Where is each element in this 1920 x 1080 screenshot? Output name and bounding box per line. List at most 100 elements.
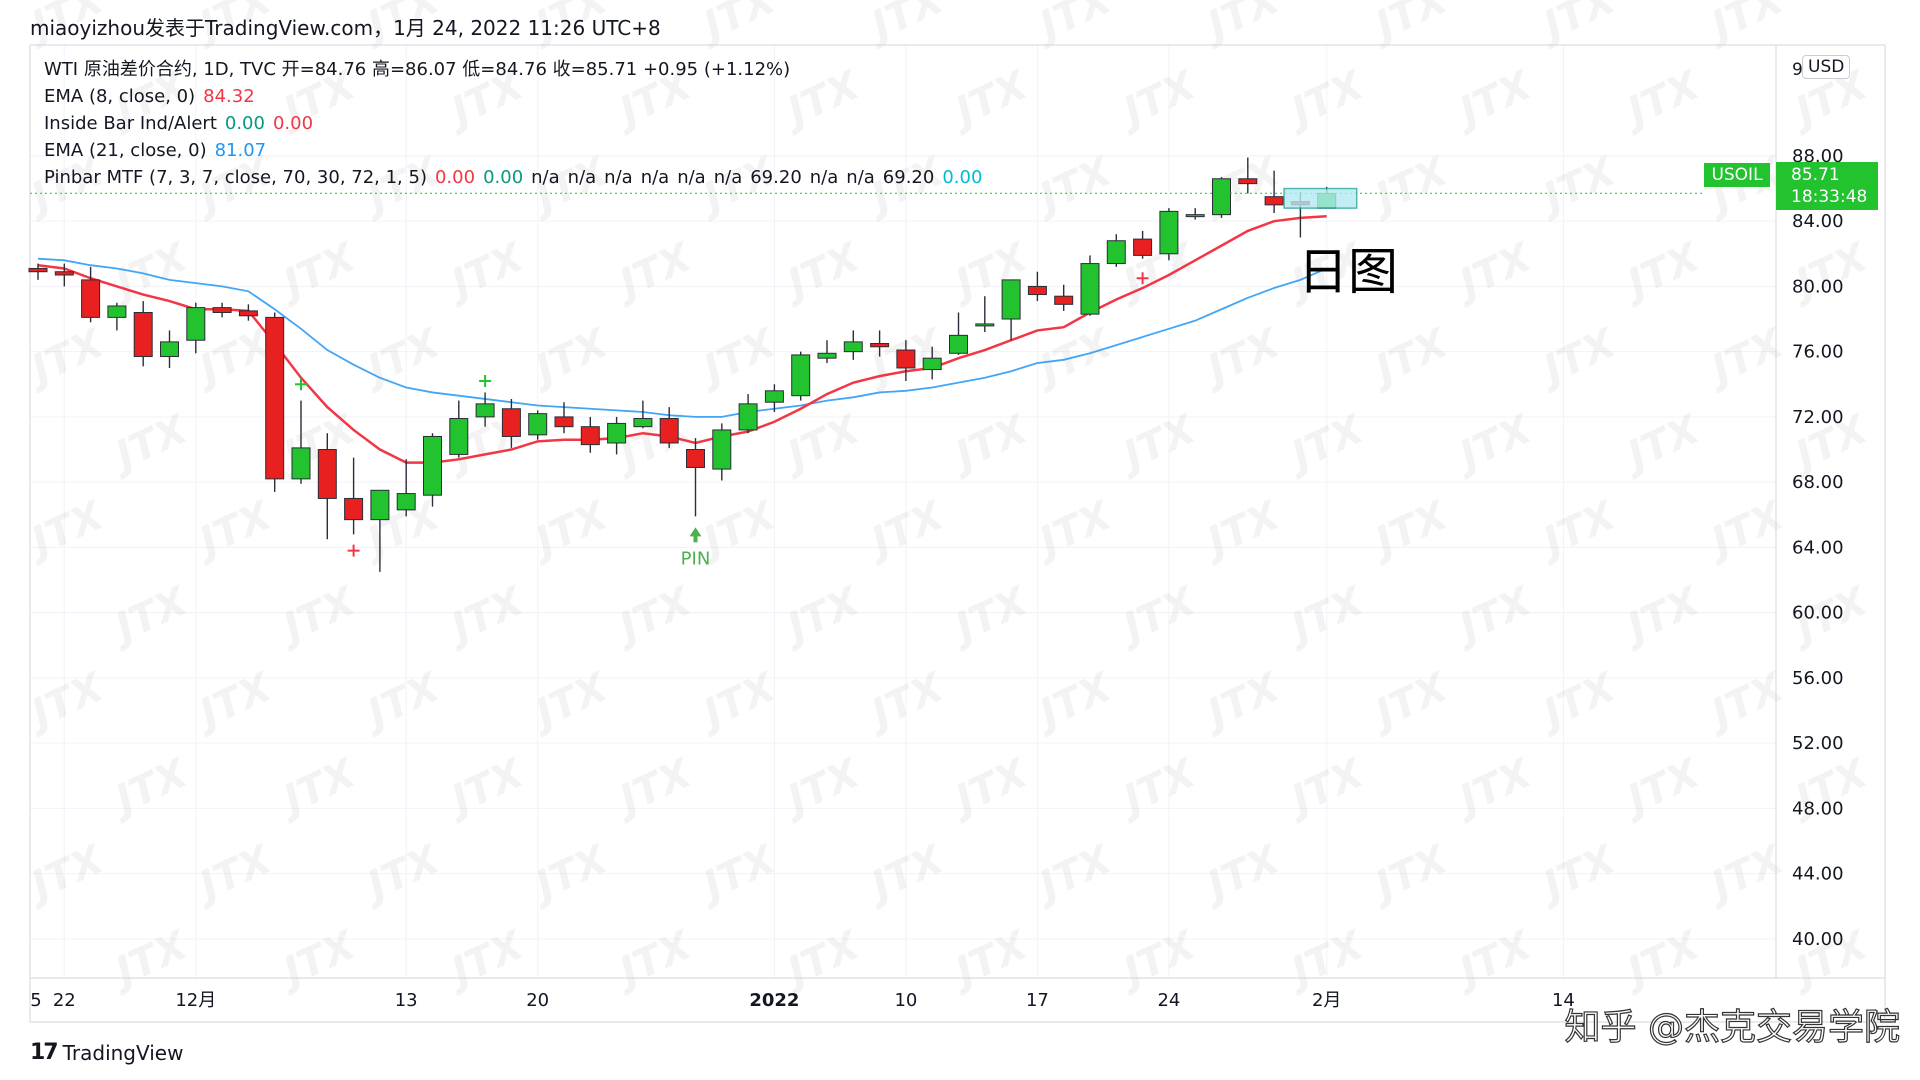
candle-body — [528, 413, 548, 436]
candle-body — [265, 316, 285, 480]
watermark-mark: JTX — [1614, 62, 1708, 138]
legend-label: WTI 原油差价合约, 1D, TVC 开=84.76 高=86.07 低=84… — [44, 59, 791, 80]
watermark-mark: JTX — [774, 578, 868, 654]
inside-bar-box — [1283, 187, 1358, 209]
x-tick-label: 10 — [894, 990, 917, 1011]
watermark-mark: JTX — [522, 492, 616, 568]
ema8-series — [37, 215, 1327, 464]
watermark-mark: JTX — [1530, 148, 1624, 224]
watermark-mark: JTX — [1278, 922, 1372, 998]
candle — [81, 266, 101, 323]
candle-body — [423, 435, 442, 496]
candle — [396, 459, 416, 517]
legend-value: n/a — [640, 167, 670, 188]
candle-body — [607, 422, 627, 444]
watermark-mark: JTX — [1614, 578, 1708, 654]
watermark-mark: JTX — [102, 578, 196, 654]
arrow-up-stem — [693, 535, 698, 543]
candle — [291, 400, 311, 484]
legend-value: 69.20 — [750, 167, 802, 188]
candle — [370, 489, 390, 572]
legend-label: EMA (21, close, 0) — [44, 140, 207, 161]
plot-frame — [29, 44, 1886, 1023]
legend-value: 0.00 — [942, 167, 983, 188]
legend-row[interactable]: Inside Bar Ind/Alert 0.00 0.00 — [44, 110, 982, 137]
candle-body — [1212, 178, 1231, 216]
tradingview-logo[interactable]: 17 TradingView — [30, 1040, 183, 1065]
x-tick-label: 24 — [1157, 990, 1180, 1011]
watermark-mark: JTX — [1362, 320, 1456, 396]
candle-body — [344, 497, 364, 521]
legend-row[interactable]: WTI 原油差价合约, 1D, TVC 开=84.76 高=86.07 低=84… — [44, 56, 982, 83]
watermark-mark: JTX — [1446, 578, 1540, 654]
price-axis[interactable]: 40.00 44.00 48.00 52.00 56.00 60.00 64.00 68.00… — [1792, 146, 1844, 950]
legend-value: 0.00 — [224, 113, 265, 134]
legend-value: 0.00 — [272, 113, 314, 134]
candle — [54, 263, 74, 287]
candle-body — [107, 305, 127, 318]
legend-value: n/a — [713, 167, 743, 188]
watermark-mark: JTX — [1110, 750, 1204, 826]
candle-body — [396, 493, 416, 511]
watermark-mark: JTX — [270, 578, 364, 654]
x-tick-label: 20 — [526, 990, 549, 1011]
watermark-mark: JTX — [1530, 492, 1624, 568]
watermark-mark: JTX — [1362, 492, 1456, 568]
candle — [686, 438, 705, 517]
candle-body — [1238, 178, 1258, 185]
daily-annotation: 日图 — [1298, 243, 1398, 301]
candle — [107, 302, 127, 331]
currency-label[interactable]: USD — [1802, 55, 1851, 79]
watermark-mark: JTX — [1614, 750, 1708, 826]
candle-body — [1080, 263, 1100, 315]
legend-row[interactable]: EMA (21, close, 0) 81.07 — [44, 137, 982, 164]
y-tick-label: 72.00 — [1792, 407, 1844, 428]
legend-value: 69.20 — [882, 167, 935, 188]
legend-row[interactable]: EMA (8, close, 0) 84.32 — [44, 83, 982, 110]
watermark-mark: JTX — [606, 750, 700, 826]
bar-countdown: 18:33:48 — [1791, 187, 1868, 207]
watermark-mark: JTX — [1110, 578, 1204, 654]
legend-row[interactable]: Pinbar MTF (7, 3, 7, close, 70, 30, 72, … — [44, 164, 982, 191]
watermark-mark: JTX — [1194, 664, 1288, 740]
candle-body — [238, 310, 258, 317]
watermark-mark: JTX — [1698, 320, 1792, 396]
candle-body — [1054, 295, 1074, 305]
candle-body — [949, 334, 968, 354]
candle-body — [1159, 210, 1179, 255]
candle — [922, 346, 942, 380]
y-tick-label: 80.00 — [1792, 276, 1844, 297]
watermark-mark: JTX — [1362, 664, 1456, 740]
time-axis[interactable]: 5 22 12月 13 20 2022 10 17 24 2月 14 — [30, 990, 1575, 1011]
watermark-mark: JTX — [942, 578, 1036, 654]
candle-body — [212, 307, 232, 314]
watermark-mark: JTX — [270, 234, 364, 310]
watermark-mark: JTX — [1530, 0, 1624, 52]
candle — [1133, 230, 1153, 259]
candle — [896, 340, 916, 382]
candle-body — [791, 354, 811, 397]
watermark-mark: JTX — [522, 836, 616, 912]
candle — [449, 400, 469, 458]
candle — [1080, 255, 1100, 316]
watermark-mark: JTX — [942, 922, 1036, 998]
candle — [659, 407, 679, 448]
candle — [344, 457, 364, 535]
watermark-mark: JTX — [438, 578, 532, 654]
watermark-mark: JTX — [690, 836, 784, 912]
watermark-mark: JTX — [1194, 320, 1288, 396]
candle-body — [449, 418, 469, 455]
watermark-mark: JTX — [186, 664, 280, 740]
y-tick-label: 56.00 — [1792, 668, 1844, 689]
watermark-mark: JTX — [690, 320, 784, 396]
ema21-series — [37, 257, 1328, 418]
watermark-mark: JTX — [1278, 750, 1372, 826]
watermark-mark: JTX — [1614, 234, 1708, 310]
candle-body — [1001, 279, 1021, 320]
tradingview-logo-icon: 17 — [30, 1040, 59, 1065]
watermark-mark: JTX — [354, 664, 448, 740]
signal-markers — [295, 272, 1149, 557]
tradingview-logo-text: TradingView — [62, 1040, 184, 1065]
watermark-mark: JTX — [1026, 492, 1120, 568]
